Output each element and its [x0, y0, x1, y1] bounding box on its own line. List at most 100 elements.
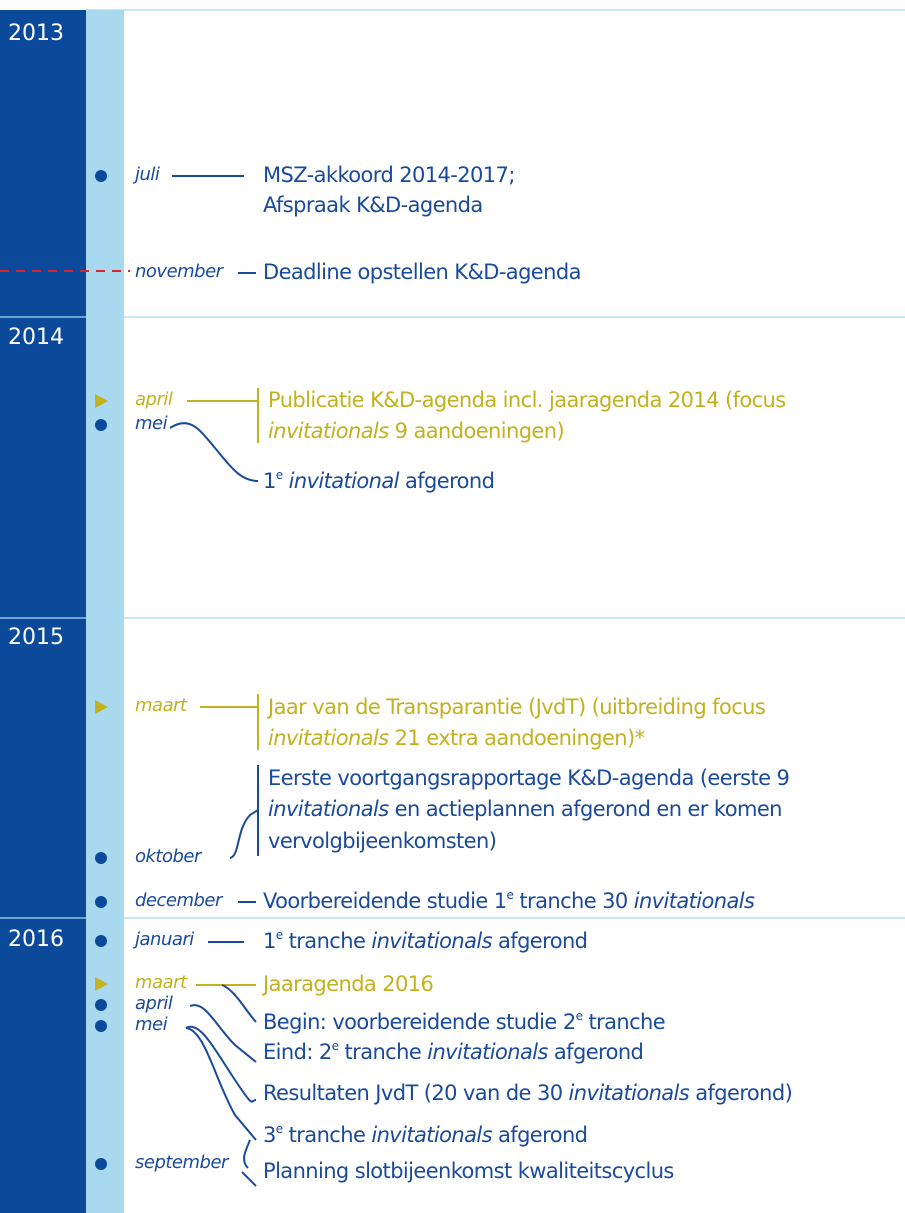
year-label: 2014 [8, 325, 64, 350]
text-part: invitationals [568, 1081, 690, 1105]
connectors [169, 175, 259, 1187]
text-part: Publicatie K&D-agenda incl. jaaragenda 2… [268, 388, 786, 412]
entry-line: 1e tranche invitationals afgerond [263, 927, 588, 955]
month-label: januari [135, 929, 194, 950]
bullet [95, 1020, 107, 1032]
entry-line: Resultaten JvdT (20 van de 30 invitation… [263, 1079, 793, 1107]
text-part: invitationals [268, 797, 389, 821]
text-part: Eind: 2 [263, 1040, 332, 1064]
text-part: afgerond [491, 1123, 588, 1147]
text-part: 21 extra aandoeningen)* [388, 726, 645, 750]
bullet [95, 935, 107, 947]
text-part: 1 [263, 929, 276, 953]
month-label: april [135, 993, 173, 1014]
entry-line: Eerste voortgangsrapportage K&D-agenda (… [268, 764, 790, 792]
entry-line: MSZ-akkoord 2014-2017; [263, 161, 515, 189]
connector [229, 809, 259, 859]
month-label: november [135, 261, 223, 282]
triangle [95, 700, 108, 714]
text-part: Eerste voortgangsrapportage K&D-agenda (… [268, 766, 790, 790]
text-part: invitationals [371, 929, 492, 953]
entry-line: Eind: 2e tranche invitationals afgerond [263, 1038, 644, 1066]
text-part: tranche [282, 1123, 372, 1147]
entry-line: Voorbereidende studie 1e tranche 30 invi… [263, 887, 755, 915]
text-part: 1 [263, 469, 276, 493]
month-label: september [135, 1152, 228, 1173]
text-part: invitationals [268, 726, 389, 750]
entry-line: Jaaragenda 2016 [263, 970, 434, 998]
bullet [95, 852, 107, 864]
triangle [95, 394, 108, 408]
text-part: invitational [282, 469, 400, 493]
text-part: e [275, 1122, 283, 1136]
text-part: Begin: voorbereidende studie 2 [263, 1010, 576, 1034]
text-part: Deadline opstellen K&D-agenda [263, 260, 581, 284]
connector [243, 1139, 251, 1169]
text-part: Resultaten JvdT (20 van de 30 [263, 1081, 569, 1105]
triangle [95, 977, 108, 991]
text-part: Planning slotbijeenkomst kwaliteitscyclu… [263, 1159, 674, 1183]
bullet [95, 170, 107, 182]
connector [221, 984, 257, 1023]
text-part: invitationals [268, 419, 389, 443]
bullet [95, 1158, 107, 1170]
connector [241, 1171, 257, 1187]
text-part: 3 [263, 1123, 276, 1147]
month-label: oktober [135, 846, 201, 867]
month-label: maart [135, 972, 187, 993]
text-part: Voorbereidende studie 1 [263, 889, 507, 913]
bullet [95, 419, 107, 431]
text-part: tranche [282, 929, 372, 953]
month-label: april [135, 389, 173, 410]
year-label: 2013 [8, 21, 64, 46]
text-part: afgerond [491, 929, 588, 953]
text-part: tranche [338, 1040, 428, 1064]
entry-line: Jaar van de Transparantie (JvdT) (uitbre… [268, 693, 766, 721]
entry-line: Publicatie K&D-agenda incl. jaaragenda 2… [268, 386, 786, 414]
bullet [95, 999, 107, 1011]
entry-line: Afspraak K&D-agenda [263, 191, 483, 219]
text-part: e [506, 888, 514, 902]
text-part: Jaaragenda 2016 [263, 972, 434, 996]
text-part: tranche 30 [513, 889, 634, 913]
month-label: maart [135, 695, 187, 716]
text-part: invitationals [633, 889, 755, 913]
connector [169, 422, 259, 482]
marker-column [86, 10, 124, 1213]
entry-line: 1e invitational afgerond [263, 467, 495, 495]
text-part: afgerond [547, 1040, 644, 1064]
text-part: Jaar van de Transparantie (JvdT) (uitbre… [268, 695, 766, 719]
bullet [95, 896, 107, 908]
month-label: mei [135, 413, 168, 434]
text-part: en actieplannen afgerond en er komen [388, 797, 783, 821]
entry-line: 3e tranche invitationals afgerond [263, 1121, 588, 1149]
text-part: 9 aandoeningen) [388, 419, 565, 443]
connector [189, 1004, 257, 1063]
month-label: juli [135, 164, 160, 185]
month-label: mei [135, 1014, 168, 1035]
text-part: invitationals [371, 1123, 492, 1147]
text-part: e [331, 1039, 339, 1053]
connector [185, 1027, 257, 1141]
entry-line: invitationals en actieplannen afgerond e… [268, 795, 782, 823]
text-part: e [575, 1009, 583, 1023]
text-part: MSZ-akkoord 2014-2017; [263, 163, 515, 187]
text-part: e [275, 928, 283, 942]
year-label: 2015 [8, 625, 64, 650]
entry-line: Deadline opstellen K&D-agenda [263, 258, 581, 286]
separators [0, 9, 905, 919]
entry-line: Begin: voorbereidende studie 2e tranche [263, 1008, 666, 1036]
text-part: tranche [582, 1010, 666, 1034]
entry-line: Planning slotbijeenkomst kwaliteitscyclu… [263, 1157, 674, 1185]
year-label: 2016 [8, 927, 64, 952]
text-part: Afspraak K&D-agenda [263, 193, 483, 217]
connector [185, 1025, 257, 1103]
text-part: invitationals [427, 1040, 548, 1064]
text-part: e [275, 468, 283, 482]
entry-line: invitationals 21 extra aandoeningen)* [268, 724, 645, 752]
text-part: afgerond) [689, 1081, 793, 1105]
text-part: afgerond [398, 469, 495, 493]
entry-line: vervolgbijeenkomsten) [268, 827, 497, 855]
